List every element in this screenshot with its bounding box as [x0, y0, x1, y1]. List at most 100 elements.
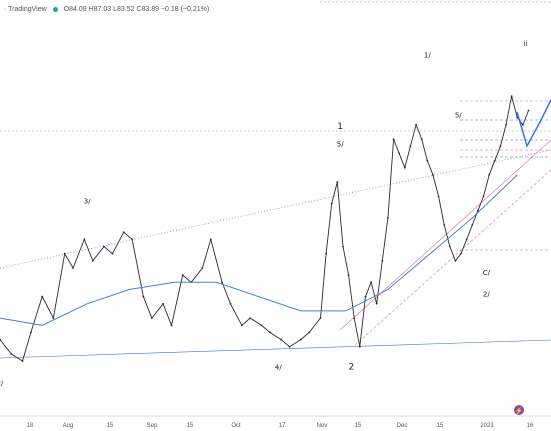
price-point [41, 295, 44, 298]
price-point [477, 209, 479, 212]
price-point [240, 324, 243, 327]
price-point [392, 138, 395, 141]
wave-label: 2/ [0, 379, 4, 387]
x-tick-label: 17 [279, 423, 286, 429]
price-point [443, 224, 446, 226]
price-point [353, 317, 356, 319]
moving-average-line [0, 174, 518, 326]
price-point [209, 238, 212, 241]
price-point [465, 238, 468, 241]
price-point [387, 216, 389, 219]
price-point [364, 295, 367, 298]
price-point [454, 259, 457, 262]
lower-trendline [0, 339, 551, 359]
price-point [460, 252, 462, 255]
price-point [30, 331, 32, 334]
price-point [21, 360, 24, 362]
wave-label: 5/ [337, 140, 344, 148]
wave-label: 2 [349, 363, 355, 373]
wave-label: ii [524, 40, 528, 48]
wave-label: 1 [337, 122, 343, 132]
price-point [319, 317, 322, 319]
price-point [83, 238, 86, 241]
price-point [325, 252, 328, 255]
price-point [268, 331, 271, 334]
price-point [381, 259, 384, 262]
drawing-layer [0, 1, 551, 359]
price-point [63, 252, 66, 255]
price-point [375, 302, 378, 305]
x-axis: 18 Aug 15 Sep 15 Oct 17 Nov 15 Dec 15 2023 16 [27, 423, 534, 429]
wave-label: C/ [483, 269, 491, 277]
price-point [72, 267, 74, 269]
x-tick-label: 2023 [480, 423, 494, 429]
price-point [347, 274, 350, 277]
chart-header: · TradingView O84.09 H87.03 L83.52 C83.8… [0, 0, 551, 18]
tradingview-brand: · TradingView [4, 5, 47, 13]
x-tick-label: Nov [317, 423, 328, 429]
channel-line [339, 139, 551, 331]
x-tick-label: Oct [231, 423, 241, 429]
wave-labels-layer: 2/3/4/1 5/2 1/5/C/2/ii [0, 40, 528, 387]
price-point [488, 174, 491, 176]
price-point [398, 152, 401, 155]
price-point [521, 123, 524, 126]
x-tick-label: 15 [437, 423, 444, 429]
price-point [448, 245, 451, 248]
price-point [201, 267, 204, 269]
price-point [221, 281, 223, 284]
lightning-glyph: ⚡ [515, 406, 524, 415]
price-point [426, 159, 429, 162]
price-point [409, 145, 412, 148]
price-point [181, 274, 184, 277]
ohlc-readout: O84.09 H87.03 L83.52 C83.89 −0.18 (−0.21… [63, 5, 210, 13]
x-tick-label: 15 [107, 423, 114, 429]
price-point [103, 245, 105, 248]
price-point [342, 245, 344, 248]
price-point [10, 352, 13, 355]
price-point [482, 195, 485, 198]
price-point [249, 317, 252, 319]
price-point [510, 95, 513, 98]
price-point [505, 123, 507, 126]
price-point [150, 317, 153, 319]
price-point [142, 295, 145, 298]
price-point [260, 324, 263, 327]
wave-label: 3/ [84, 198, 91, 206]
wave-label: 2/ [483, 291, 490, 299]
x-tick-label: Dec [397, 423, 408, 429]
price-point [336, 181, 339, 183]
price-point [432, 174, 434, 176]
price-point [131, 238, 134, 241]
x-tick-label: Sep [147, 423, 158, 429]
upper-trendline [0, 149, 551, 269]
price-point [403, 166, 406, 169]
price-point [170, 324, 173, 327]
price-point [358, 345, 361, 348]
x-tick-label: 15 [187, 423, 194, 429]
price-series-line [0, 96, 529, 362]
price-point [229, 302, 232, 305]
wave-label: 1/ [424, 52, 431, 60]
price-point [162, 302, 164, 305]
lightning-icon[interactable] [514, 405, 524, 415]
wave-label: 5/ [455, 112, 462, 120]
price-point [516, 116, 519, 119]
price-point [299, 338, 302, 341]
price-point [420, 138, 423, 141]
wave-label: 4/ [275, 364, 282, 372]
price-point [280, 338, 283, 341]
price-point [288, 345, 291, 348]
channel-line-lower [354, 169, 551, 346]
price-point [0, 338, 1, 341]
price-point [370, 281, 372, 284]
price-point [437, 195, 440, 198]
price-point [330, 202, 333, 205]
x-tick-label: 16 [527, 423, 534, 429]
price-point [308, 331, 311, 334]
market-status-dot [52, 6, 58, 12]
price-point [111, 252, 114, 255]
price-point [493, 159, 496, 162]
x-tick-label: 18 [27, 423, 34, 429]
